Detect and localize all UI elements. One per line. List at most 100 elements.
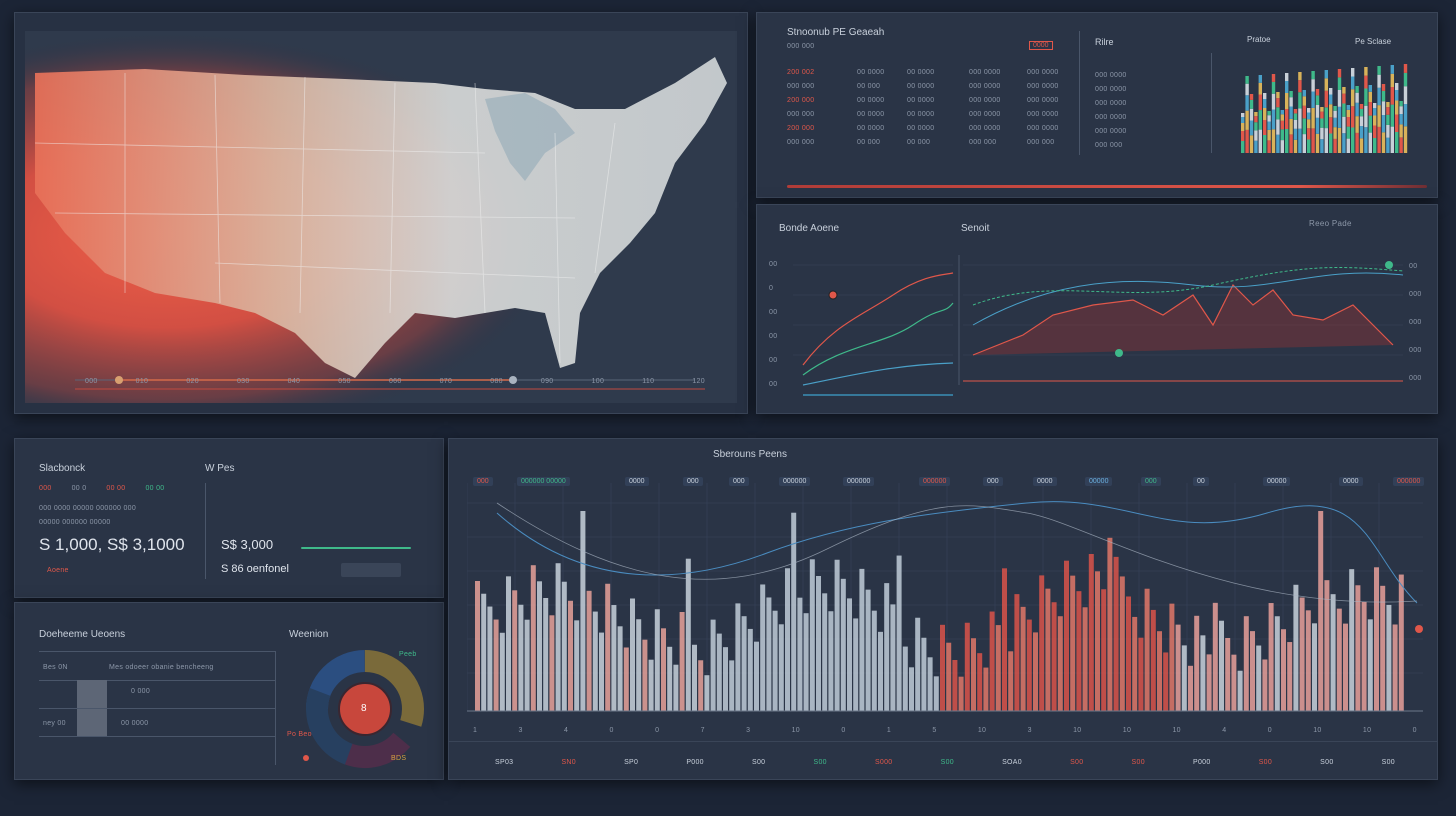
bar [933,676,939,711]
stacked-bar-segment [1386,114,1390,125]
timeline-handle-end[interactable] [509,376,517,384]
bottom-label[interactable]: P000 [686,759,704,766]
chip[interactable]: 00000 [1085,477,1113,486]
chip[interactable]: 000 [473,477,493,486]
chip[interactable]: 0000 [1339,477,1363,486]
chip[interactable]: 000000 [1393,477,1425,486]
chip[interactable]: 000 [1141,477,1161,486]
bar [723,647,728,711]
stacked-bar-chart[interactable] [1237,53,1413,153]
kpi-value3: S 86 oenfonel [221,563,289,575]
bar [506,576,511,711]
map-panel: 000 010 020 030 040 050 060 070 080 090 … [14,12,748,414]
bottom-label[interactable]: S000 [874,759,893,766]
bottom-label[interactable]: SN0 [561,759,576,766]
bottom-label[interactable]: S00 [1258,759,1273,766]
chip[interactable]: 0000 [1033,477,1057,486]
stats-cell: 000 0000 [1027,125,1059,132]
stats-cell: 000 0000 [969,111,1001,118]
bar [1051,602,1057,711]
bar [1163,652,1169,711]
bars-chip-row: 000 000000 00000 0000 000 000 000000 000… [473,477,1425,491]
bottom-label[interactable]: S00 [1381,759,1395,766]
kpi-button[interactable] [341,563,401,577]
axis-tick: 0 [769,285,774,292]
x-tick: 3 [518,727,523,734]
bar [642,639,648,711]
bar [592,611,598,711]
chip[interactable]: 00 [1193,477,1209,486]
chip[interactable]: 00000 [1263,477,1291,486]
timeline-tick: 060 [388,378,402,385]
bar [605,583,611,711]
donut-chart[interactable] [305,649,425,769]
stacked-bar-segment [1373,115,1377,126]
bar [1324,580,1330,711]
chip[interactable]: 000 [983,477,1003,486]
stacked-bar-segment [1359,108,1364,117]
bottom-label[interactable]: S00 [1131,759,1145,766]
kpi-panel: Slacbonck W Pes 000 00 0 00 00 00 00 000… [14,438,444,598]
stacked-bar-segment [1324,107,1328,129]
bottom-label[interactable]: S00 [813,759,827,766]
chip[interactable]: 000 [683,477,703,486]
axis-tick: 00 [1409,263,1418,270]
bar [822,593,828,711]
stacked-bar-segment [1271,93,1276,110]
chip[interactable]: 000000 [843,477,875,486]
stacked-bar-segment [1315,105,1320,118]
detail-table: Bes 0N Mes odoeer obanie bencheeng 0 000… [39,651,275,766]
stats-cell: 000 000 [969,139,997,146]
bar [518,604,524,711]
bar [772,610,778,711]
stacked-bar-segment [1267,129,1271,141]
stats-cell: 00 000 [857,83,881,90]
stacked-bar-segment [1302,134,1306,153]
chip[interactable]: 000 [729,477,749,486]
bottom-label[interactable]: SP03 [495,759,514,766]
trend-line-chart[interactable] [793,245,1423,405]
bottom-label[interactable]: P000 [1193,759,1211,766]
bar [1343,623,1348,711]
bottom-label[interactable]: S00 [1320,759,1334,766]
timeline-handle-start[interactable] [115,376,123,384]
main-bar-chart[interactable] [467,473,1423,723]
stats-col-a: 200 002 000 000 200 000 000 000 200 000 … [787,69,814,153]
chip[interactable]: 000000 00000 [517,477,570,486]
bar [623,647,629,711]
bar [1039,575,1045,711]
chip[interactable]: 000000 [919,477,951,486]
stats-subheader: 000 000 [787,43,814,50]
detail-row-val-2: 00 0000 [121,720,149,727]
bar [493,619,499,711]
stats-badge[interactable]: 0000 [1029,41,1053,50]
stacked-bar-segment [1302,105,1306,119]
bottom-label[interactable]: S00 [1070,759,1084,766]
bar [1219,620,1224,711]
bar [630,598,635,711]
timeline-tick: 020 [186,378,199,385]
bar [964,622,970,711]
timeline-tick: 120 [692,378,705,385]
bar [1225,637,1231,711]
bar [1194,615,1200,711]
stacked-bar-segment [1355,102,1359,117]
bar [1101,589,1107,711]
bottom-label[interactable]: SP0 [624,759,639,766]
bottom-label[interactable]: S00 [940,759,954,766]
bottom-label[interactable]: SOA0 [1002,759,1022,766]
x-tick: 10 [1073,727,1082,734]
stacked-bar-segment [1329,117,1333,134]
bar [1132,616,1138,711]
stacked-bar-segment [1280,140,1284,153]
bottom-label[interactable]: S00 [752,759,766,766]
chip[interactable]: 0000 [625,477,649,486]
bar [1293,584,1299,711]
bar [1200,635,1206,711]
stacked-bar-segment [1399,124,1403,138]
chip[interactable]: 000000 [779,477,811,486]
detail-row-line [39,680,275,681]
bar [1367,619,1373,711]
bar [1026,619,1032,711]
us-heatmap[interactable] [15,13,747,413]
